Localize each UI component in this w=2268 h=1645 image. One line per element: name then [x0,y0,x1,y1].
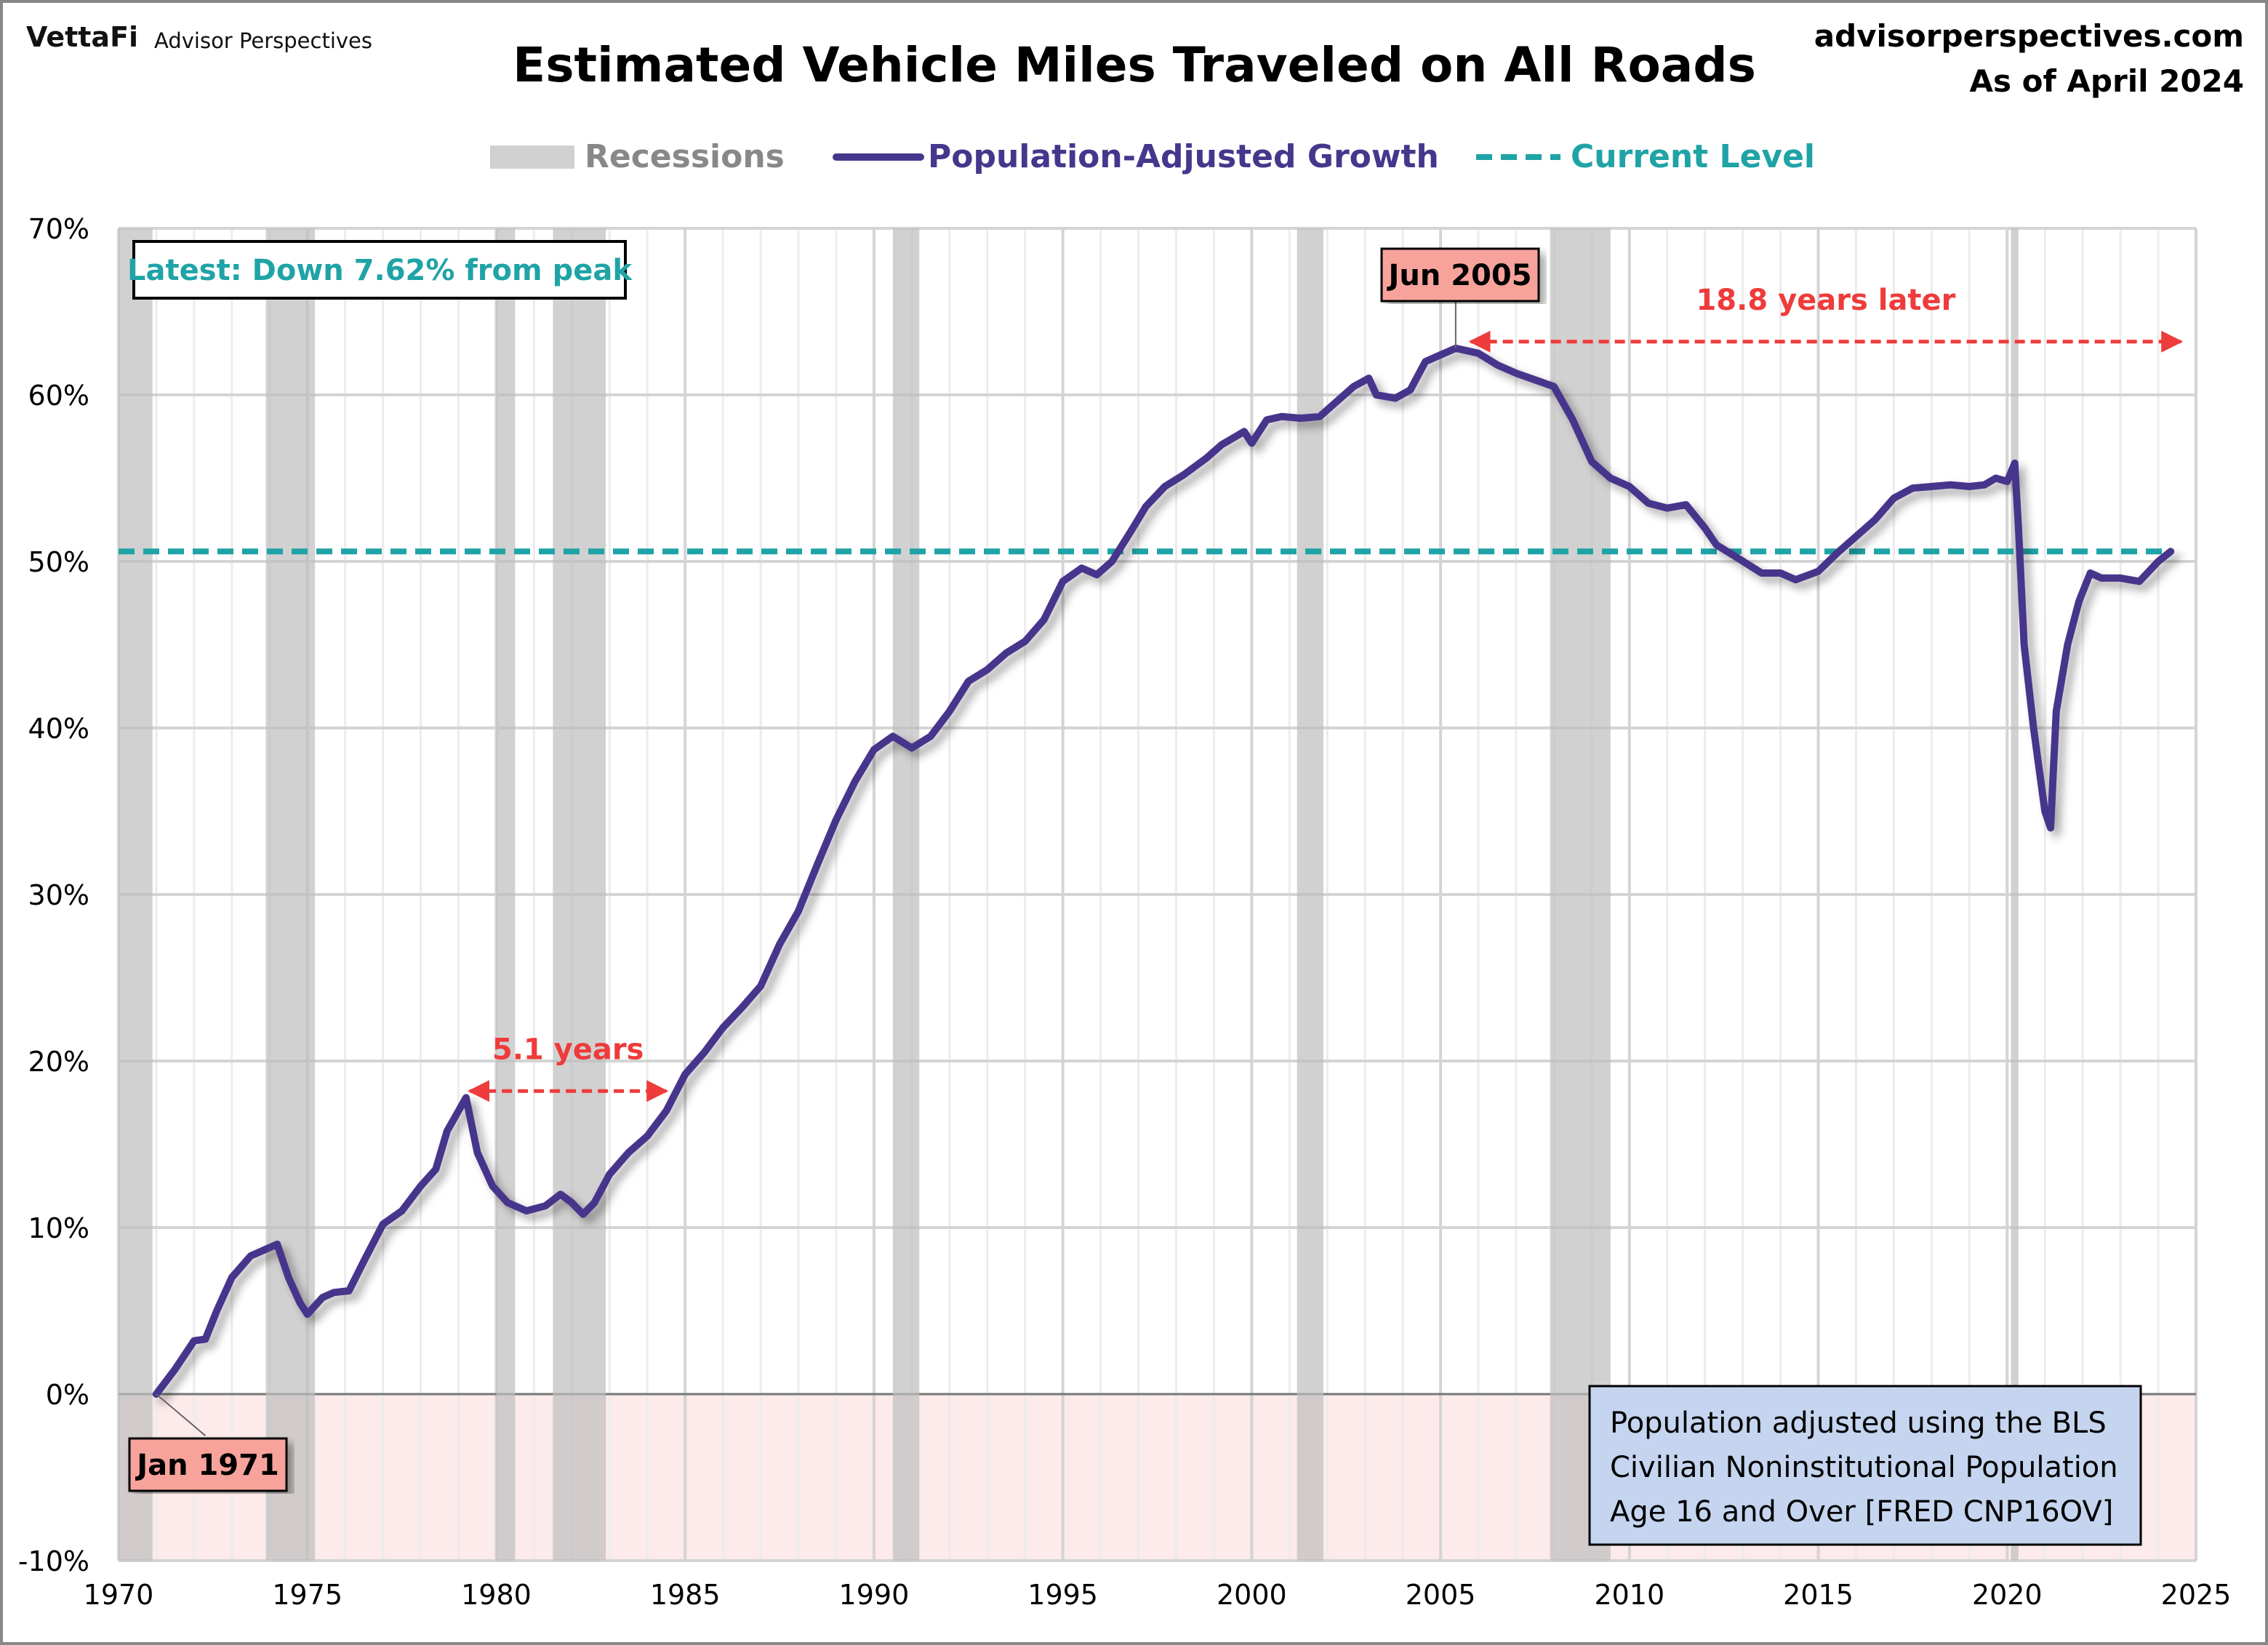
source-note-line: Population adjusted using the BLS [1610,1406,2107,1440]
peak-label-box [1380,247,1540,303]
legend-label-growth: Population-Adjusted Growth [928,138,1439,175]
start-label-box [128,1437,288,1492]
y-tick-label: 70% [28,213,89,245]
x-tick-label: 1980 [461,1579,532,1611]
latest-text: Latest: Down 7.62% from peak [127,254,633,287]
recession-band [892,228,920,1561]
y-tick-label: -10% [18,1545,89,1577]
start-leader [156,1393,207,1437]
start-label: Jan 1971 [135,1449,279,1482]
latest-box: Latest: Down 7.62% from peak [127,240,633,300]
legend-label-recessions: Recessions [585,138,785,175]
y-tick-label: 20% [28,1046,89,1078]
x-tick-label: 2015 [1783,1579,1854,1611]
chart-title: Estimated Vehicle Miles Traveled on All … [513,37,1756,93]
site-url: advisorperspectives.com [1814,18,2244,54]
x-tick-label: 1985 [650,1579,721,1611]
logo-brand: VettaFi [26,21,138,53]
x-tick-label: 1995 [1027,1579,1098,1611]
y-tick-label: 10% [28,1212,89,1244]
legend: Recessions Population-Adjusted Growth Cu… [490,138,1815,175]
x-tick-label: 2005 [1406,1579,1476,1611]
recession-band [496,228,516,1561]
logo-sub: Advisor Perspectives [154,28,372,53]
y-tick-label: 30% [28,879,89,911]
y-tick-label: 40% [28,713,89,745]
x-tick-label: 1990 [839,1579,910,1611]
source-note-line: Civilian Noninstitutional Population [1610,1451,2118,1484]
x-tick-label: 2025 [2161,1579,2232,1611]
source-note-line: Age 16 and Over [FRED CNP16OV] [1610,1495,2113,1529]
x-tick-label: 1970 [84,1579,154,1611]
y-tick-label: 60% [28,380,89,412]
growth-series-line [152,344,2175,1398]
recession-band [2011,228,2019,1561]
x-tick-label: 1975 [272,1579,342,1611]
y-tick-label: 50% [28,546,89,578]
y-tick-label: 0% [46,1379,89,1411]
legend-swatch-recessions [490,145,574,169]
x-tick-label: 2020 [1972,1579,2043,1611]
recession-band [1297,228,1324,1561]
x-tick-label: 2010 [1594,1579,1664,1611]
recession-band [119,228,153,1561]
gap1-label: 5.1 years [492,1033,644,1067]
recession-band [1550,228,1611,1561]
peak-label: Jun 2005 [1386,259,1531,292]
recession-band [265,228,316,1561]
as-of-date: As of April 2024 [1970,63,2244,99]
x-tick-label: 2000 [1217,1579,1287,1611]
source-note-box [1588,1385,2142,1546]
recession-band [553,228,606,1561]
legend-label-current: Current Level [1571,138,1815,175]
gap2-label: 18.8 years later [1696,284,1955,317]
